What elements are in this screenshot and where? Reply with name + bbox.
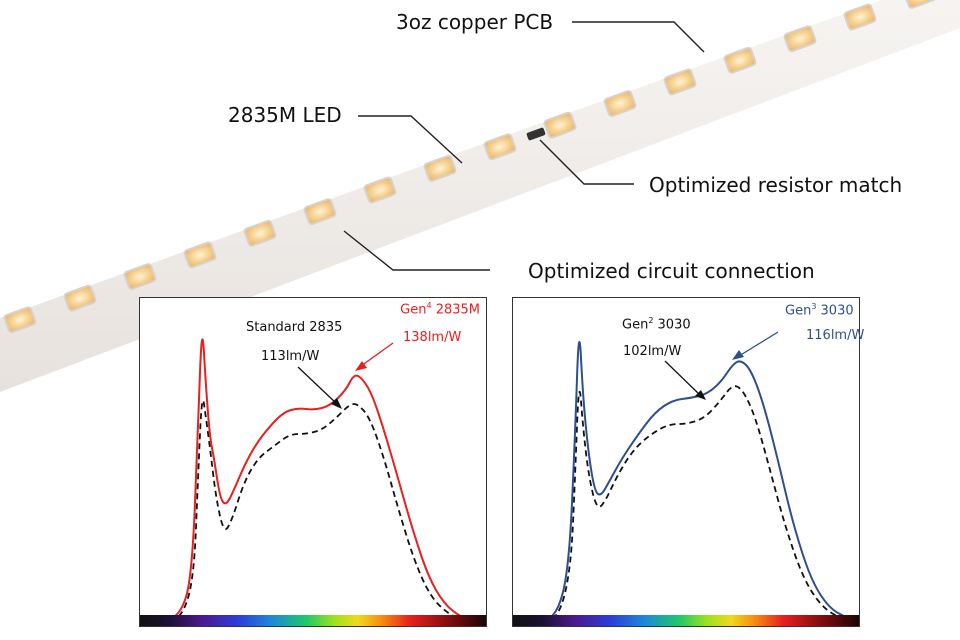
leader-line-resistor — [539, 139, 634, 185]
curve-standard-2835 — [177, 399, 456, 616]
spectrum-panel-right: Gen3 3030 116lm/W Gen2 3030 102lm/W — [512, 297, 864, 627]
led-chip — [723, 46, 757, 74]
gen-prefix: Gen — [400, 302, 427, 318]
led-chip — [903, 0, 937, 9]
led-chip — [423, 155, 457, 182]
label-copper-pcb: 3oz copper PCB — [396, 10, 554, 34]
legend-gen4-2835m: Gen4 2835M — [400, 301, 480, 317]
spectrum-plot-left — [173, 338, 463, 616]
color-spectrum-bar-left — [140, 615, 486, 626]
color-spectrum-bar-right — [513, 615, 859, 626]
led-chip — [243, 219, 277, 247]
leader-line-circuit — [343, 230, 490, 271]
std-prefix: Gen — [622, 317, 649, 333]
gen-sup: 3 — [811, 302, 817, 311]
led-chip — [663, 68, 697, 96]
leader-line-copper-pcb — [572, 21, 705, 53]
efficacy-standard-2835: 113lm/W — [261, 349, 320, 364]
label-circuit: Optimized circuit connection — [528, 259, 815, 283]
arrowhead-gen-left — [355, 361, 367, 371]
arrowhead-gen2-right — [695, 390, 706, 400]
arrow-gen2-right — [664, 360, 701, 396]
led-chip — [183, 241, 217, 269]
led-chip — [843, 3, 877, 31]
label-led: 2835M LED — [228, 103, 342, 127]
led-chip — [363, 176, 397, 204]
arrow-standard-left — [297, 366, 338, 405]
legend-gen2-3030: Gen2 3030 — [622, 316, 691, 332]
led-strip — [0, 0, 960, 392]
std-sup: 2 — [648, 316, 654, 325]
arrowhead-gen3-right — [732, 350, 744, 360]
led-chip-row — [3, 0, 937, 334]
gen-sup: 4 — [426, 301, 432, 310]
legend-standard-2835: Standard 2835 — [246, 320, 343, 335]
arrow-gen-left — [360, 342, 394, 367]
led-chip — [603, 90, 637, 117]
curve-gen4-2835m — [173, 338, 463, 616]
led-chip — [303, 198, 337, 226]
spectrum-plot-right — [550, 331, 847, 616]
gen-model: 3030 — [816, 303, 854, 319]
efficacy-gen2-3030: 102lm/W — [623, 344, 682, 359]
leader-line-led — [358, 115, 463, 164]
std-model: 3030 — [653, 317, 691, 333]
efficacy-gen3-3030: 116lm/W — [806, 328, 865, 343]
led-chip — [543, 111, 577, 139]
led-chip — [3, 306, 37, 334]
legend-gen3-3030: Gen3 3030 — [785, 302, 854, 318]
arrowhead-standard-left — [331, 398, 342, 409]
gen-prefix: Gen — [785, 303, 812, 319]
arrow-gen3-right — [738, 331, 779, 357]
label-resistor: Optimized resistor match — [649, 173, 903, 197]
resistor-component — [526, 127, 546, 141]
led-chip — [123, 263, 157, 290]
curve-gen3-3030 — [550, 341, 847, 616]
gen-model: 2835M — [431, 302, 480, 318]
led-chip — [783, 25, 817, 53]
efficacy-gen4-2835m: 138lm/W — [403, 330, 462, 345]
led-chip — [483, 133, 517, 161]
led-chip — [63, 284, 97, 312]
spectrum-panel-left: Gen4 2835M 138lm/W Standard 2835 113lm/W — [139, 297, 487, 627]
